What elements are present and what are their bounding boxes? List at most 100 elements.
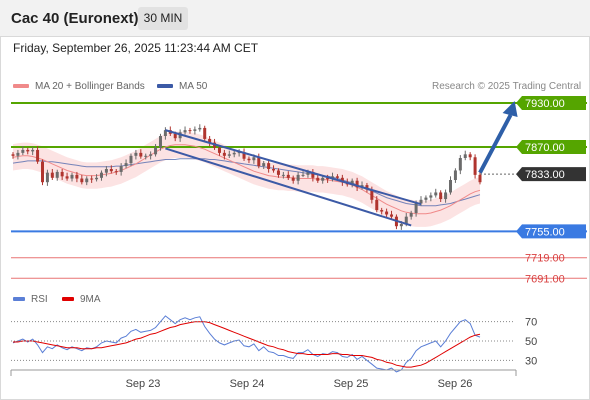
candle-body: [55, 171, 59, 178]
rsi-line: [12, 315, 481, 373]
candle-body: [237, 152, 241, 154]
candle-body: [468, 154, 472, 158]
candle-body: [419, 199, 423, 204]
candle-body: [154, 147, 158, 155]
candle-body: [99, 172, 103, 178]
candle-body: [257, 157, 261, 167]
rsi-ma-legend-label: 9MA: [80, 294, 101, 305]
candle-body: [16, 152, 20, 156]
candle-body: [173, 133, 177, 139]
ma20-line: [12, 144, 481, 215]
candle-body: [478, 174, 482, 183]
ma20-legend: MA 20 + Bollinger Bands: [13, 81, 145, 92]
candle-body: [355, 180, 359, 188]
candle-body: [31, 149, 35, 152]
channel-upper-line: [165, 129, 422, 206]
rsi-tick-label: 50: [525, 336, 537, 348]
datetime-label: Friday, September 26, 2025 11:23:44 AM C…: [13, 41, 259, 55]
candle-body: [340, 177, 344, 183]
rsi-tick-label: 70: [525, 317, 537, 329]
candle-body: [321, 177, 325, 181]
ma50-swatch: [157, 84, 173, 89]
candle-body: [129, 155, 133, 164]
level-label: 7719.00: [525, 253, 565, 265]
candle-body: [463, 154, 467, 158]
rsi-legend-label: RSI: [31, 294, 48, 305]
candle-body: [90, 178, 94, 180]
copyright-text: Research © 2025 Trading Central: [432, 81, 582, 92]
candle-body: [301, 174, 305, 176]
candle-body: [80, 178, 84, 183]
candle-body: [424, 197, 428, 200]
candle-body: [149, 154, 153, 156]
candle-body: [247, 158, 251, 161]
level-tag: [516, 96, 586, 110]
forecast-arrow-head: [502, 101, 518, 117]
candle-body: [458, 158, 462, 171]
candle-body: [390, 214, 394, 217]
level-label: 7930.00: [525, 98, 565, 110]
ma20-swatch: [13, 84, 29, 89]
rsi-tick-label: 30: [525, 355, 537, 367]
candle-body: [85, 178, 89, 183]
candle-body: [316, 177, 320, 181]
candle-body: [286, 174, 290, 178]
level-label: 7691.00: [525, 273, 565, 285]
candle-body: [183, 130, 187, 133]
candle-body: [104, 169, 108, 173]
candle-body: [439, 192, 443, 200]
candle-body: [276, 170, 280, 175]
candle-body: [306, 171, 310, 175]
candle-body: [227, 154, 231, 156]
candle-body: [272, 169, 276, 171]
rsi-swatch: [13, 297, 25, 302]
level-tag: [516, 167, 586, 182]
candle-body: [144, 155, 148, 157]
candle-body: [75, 174, 79, 179]
rsi-ma-line: [13, 321, 481, 368]
candle-body: [70, 174, 74, 179]
level-label: 7870.00: [525, 142, 565, 154]
candle-body: [429, 195, 433, 198]
x-tick-label: Sep 24: [230, 378, 265, 390]
candle-body: [252, 157, 256, 161]
candle-body: [188, 130, 192, 132]
header-bar: Cac 40 (Euronext) 30 MIN: [0, 0, 590, 37]
candle-body: [232, 152, 236, 155]
candle-body: [399, 224, 403, 227]
candle-body: [350, 180, 354, 185]
candle-body: [163, 130, 167, 136]
rsi-ma-swatch: [62, 297, 74, 302]
candle-body: [203, 127, 207, 139]
level-tag: [516, 224, 586, 239]
candle-body: [453, 170, 457, 180]
candle-body: [242, 152, 246, 159]
timeframe-badge[interactable]: 30 MIN: [138, 7, 188, 30]
instrument-title: Cac 40 (Euronext): [11, 10, 139, 27]
candle-body: [119, 166, 123, 172]
candle-body: [473, 157, 477, 175]
candle-body: [139, 152, 143, 157]
candle-body: [158, 136, 162, 148]
candle-body: [217, 147, 221, 153]
ma20-legend-label: MA 20 + Bollinger Bands: [35, 81, 145, 92]
channel-lower-line: [165, 147, 412, 227]
candle-body: [335, 176, 339, 178]
candle-body: [404, 216, 408, 224]
candle-body: [208, 138, 212, 143]
candle-body: [21, 149, 25, 153]
candle-body: [326, 177, 330, 180]
candle-body: [11, 154, 15, 156]
candle-body: [95, 177, 99, 180]
candle-body: [134, 152, 138, 156]
candle-body: [365, 185, 369, 190]
candle-body: [385, 211, 389, 215]
level-tag: [516, 140, 586, 154]
candle-body: [444, 192, 448, 200]
forecast-arrow-shaft: [478, 114, 513, 174]
candle-body: [45, 172, 49, 183]
candle-body: [193, 129, 197, 131]
candle-body: [114, 171, 118, 173]
candle-body: [281, 174, 285, 176]
candle-body: [222, 152, 226, 156]
